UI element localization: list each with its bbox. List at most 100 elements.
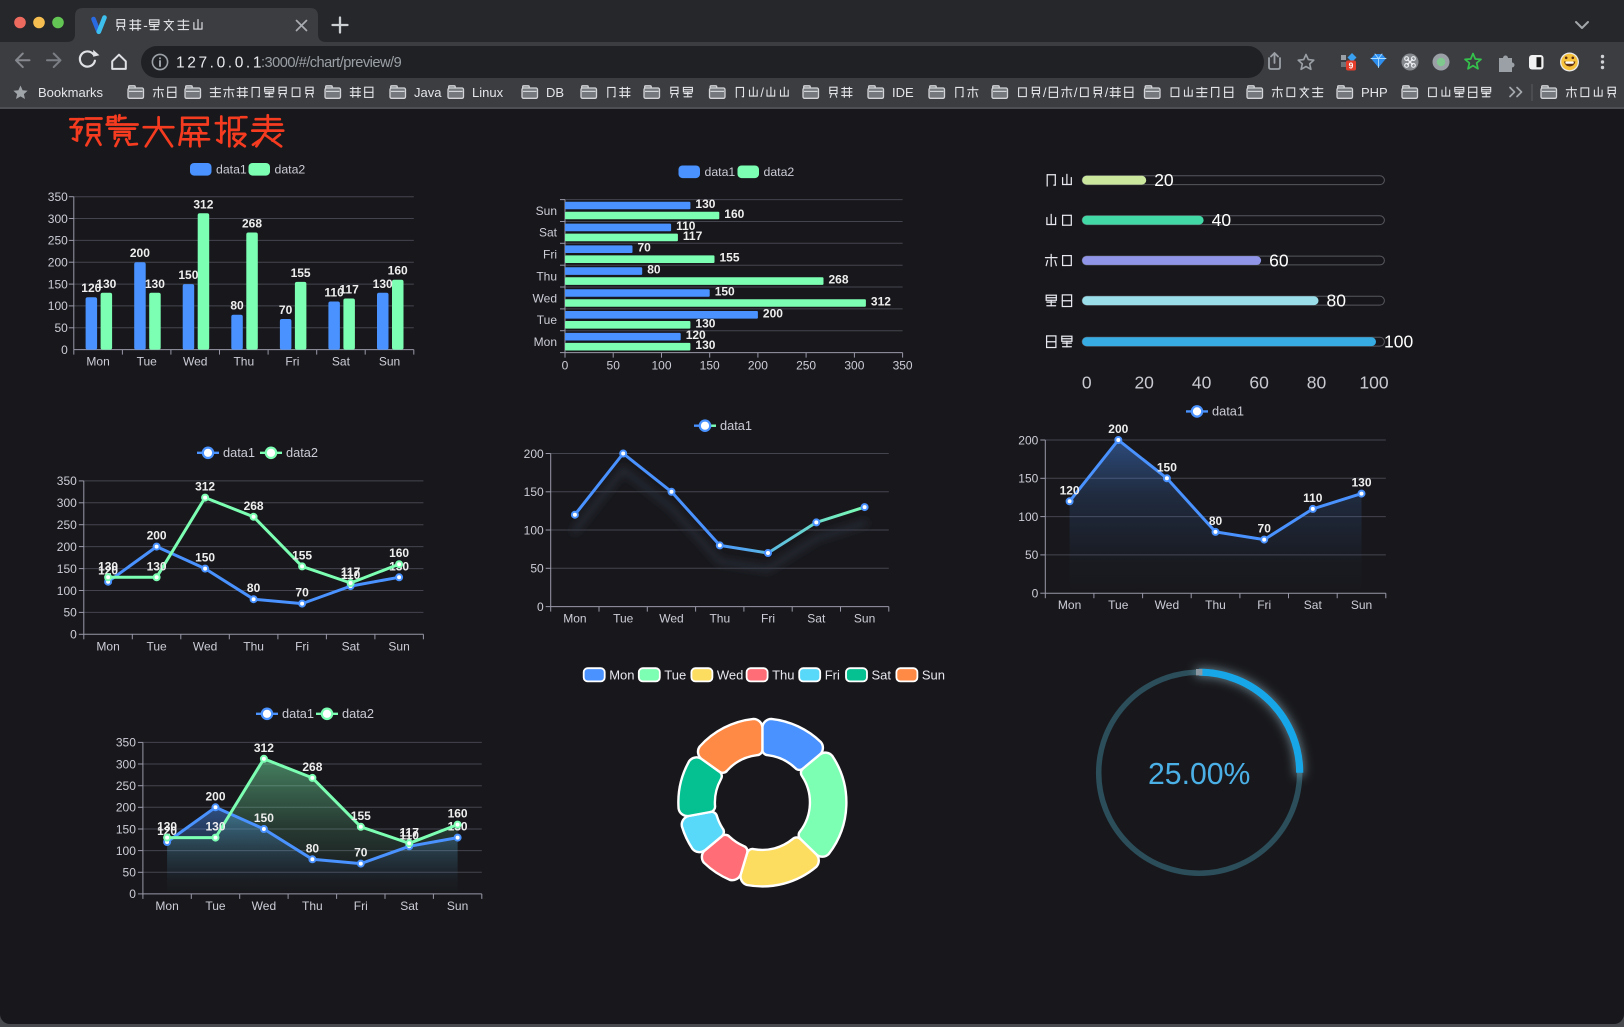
svg-text:350: 350 bbox=[893, 359, 913, 373]
svg-text:data1: data1 bbox=[282, 706, 314, 721]
svg-text:155: 155 bbox=[351, 809, 371, 823]
svg-text:200: 200 bbox=[748, 359, 768, 373]
svg-text:Sun: Sun bbox=[536, 204, 557, 218]
svg-text:0: 0 bbox=[1082, 373, 1092, 393]
svg-text:Tue: Tue bbox=[1108, 598, 1129, 612]
svg-text::3000/#/chart/preview/9: :3000/#/chart/preview/9 bbox=[261, 55, 402, 71]
svg-text:110: 110 bbox=[324, 286, 344, 300]
svg-text:100: 100 bbox=[651, 359, 671, 373]
svg-text:150: 150 bbox=[178, 268, 198, 282]
svg-text:150: 150 bbox=[195, 551, 215, 565]
svg-text:Wed: Wed bbox=[193, 639, 217, 653]
svg-text:Bookmarks: Bookmarks bbox=[38, 85, 104, 100]
svg-text:Sat: Sat bbox=[342, 639, 361, 653]
svg-text:Sun: Sun bbox=[922, 667, 945, 682]
svg-text:20: 20 bbox=[1154, 170, 1174, 190]
svg-text:200: 200 bbox=[205, 789, 225, 803]
svg-text:-: - bbox=[143, 18, 148, 33]
svg-text:9: 9 bbox=[1349, 61, 1354, 71]
svg-text:120: 120 bbox=[1060, 483, 1080, 497]
svg-text:40: 40 bbox=[1192, 373, 1212, 393]
svg-text:0: 0 bbox=[129, 887, 136, 901]
svg-text:40: 40 bbox=[1212, 210, 1232, 230]
svg-text:/: / bbox=[1074, 85, 1078, 100]
svg-text:data2: data2 bbox=[286, 445, 318, 460]
svg-text:80: 80 bbox=[230, 299, 244, 313]
svg-text:100: 100 bbox=[524, 523, 544, 537]
svg-text:155: 155 bbox=[292, 548, 312, 562]
svg-text:110: 110 bbox=[400, 828, 420, 842]
svg-text:250: 250 bbox=[116, 779, 136, 793]
svg-text:300: 300 bbox=[844, 359, 864, 373]
svg-text:200: 200 bbox=[116, 801, 136, 815]
svg-text:Thu: Thu bbox=[709, 612, 730, 626]
svg-text:data1: data1 bbox=[705, 165, 736, 179]
svg-text:155: 155 bbox=[720, 251, 740, 265]
svg-text:Wed: Wed bbox=[533, 291, 557, 305]
svg-text:120: 120 bbox=[157, 824, 177, 838]
svg-text:Sat: Sat bbox=[872, 667, 892, 682]
svg-text:312: 312 bbox=[254, 741, 274, 755]
svg-text:130: 130 bbox=[373, 277, 393, 291]
svg-text:50: 50 bbox=[530, 562, 544, 576]
svg-text:80: 80 bbox=[1307, 373, 1327, 393]
svg-text:160: 160 bbox=[388, 264, 408, 278]
svg-text:130: 130 bbox=[695, 316, 715, 330]
svg-text:50: 50 bbox=[1025, 548, 1039, 562]
svg-text:Wed: Wed bbox=[717, 667, 744, 682]
svg-text:70: 70 bbox=[354, 846, 368, 860]
svg-text:Mon: Mon bbox=[86, 355, 109, 369]
svg-text:Wed: Wed bbox=[659, 612, 683, 626]
svg-text:120: 120 bbox=[686, 328, 706, 342]
svg-text:150: 150 bbox=[524, 485, 544, 499]
svg-text:50: 50 bbox=[63, 606, 77, 620]
svg-text:50: 50 bbox=[607, 359, 621, 373]
svg-text:Mon: Mon bbox=[534, 335, 557, 349]
svg-text:150: 150 bbox=[700, 359, 720, 373]
svg-text:Thu: Thu bbox=[243, 639, 264, 653]
svg-text:/: / bbox=[1043, 85, 1047, 100]
svg-text:130: 130 bbox=[1351, 476, 1371, 490]
svg-text:Thu: Thu bbox=[302, 899, 323, 913]
svg-text:Sun: Sun bbox=[1351, 598, 1372, 612]
svg-text:268: 268 bbox=[302, 760, 322, 774]
svg-text:200: 200 bbox=[57, 540, 77, 554]
svg-text:Tue: Tue bbox=[137, 355, 158, 369]
svg-text:60: 60 bbox=[1269, 251, 1289, 271]
svg-text:Sat: Sat bbox=[332, 355, 351, 369]
svg-text:110: 110 bbox=[341, 568, 361, 582]
svg-text:160: 160 bbox=[724, 207, 744, 221]
svg-text:50: 50 bbox=[123, 866, 137, 880]
svg-text:127.0.0.1: 127.0.0.1 bbox=[176, 54, 264, 71]
svg-text:data2: data2 bbox=[764, 165, 795, 179]
svg-text:Tue: Tue bbox=[146, 639, 167, 653]
svg-text:Fri: Fri bbox=[1257, 598, 1271, 612]
svg-text:200: 200 bbox=[524, 447, 544, 461]
svg-text:Tue: Tue bbox=[537, 313, 558, 327]
svg-text:160: 160 bbox=[389, 546, 409, 560]
svg-text:Mon: Mon bbox=[1058, 598, 1081, 612]
svg-text:80: 80 bbox=[247, 581, 261, 595]
svg-text:PHP: PHP bbox=[1361, 85, 1388, 100]
svg-text:130: 130 bbox=[96, 277, 116, 291]
svg-text:268: 268 bbox=[242, 217, 262, 231]
svg-text:Thu: Thu bbox=[536, 269, 557, 283]
svg-text:100: 100 bbox=[48, 299, 68, 313]
svg-text:Linux: Linux bbox=[472, 85, 504, 100]
svg-text:Wed: Wed bbox=[252, 899, 276, 913]
svg-text:100: 100 bbox=[57, 584, 77, 598]
svg-text:250: 250 bbox=[48, 234, 68, 248]
svg-text:80: 80 bbox=[1327, 291, 1347, 311]
svg-text:250: 250 bbox=[57, 518, 77, 532]
svg-text:data1: data1 bbox=[1212, 404, 1244, 419]
svg-text:0: 0 bbox=[1032, 587, 1039, 601]
svg-text:50: 50 bbox=[54, 321, 68, 335]
svg-text:312: 312 bbox=[871, 295, 891, 309]
svg-text:25.00%: 25.00% bbox=[1148, 758, 1250, 791]
svg-text:200: 200 bbox=[130, 246, 150, 260]
svg-text:150: 150 bbox=[48, 277, 68, 291]
svg-text:/: / bbox=[1105, 85, 1109, 100]
svg-text:130: 130 bbox=[157, 820, 177, 834]
svg-text:100: 100 bbox=[1018, 510, 1038, 524]
svg-text:Fri: Fri bbox=[354, 899, 368, 913]
